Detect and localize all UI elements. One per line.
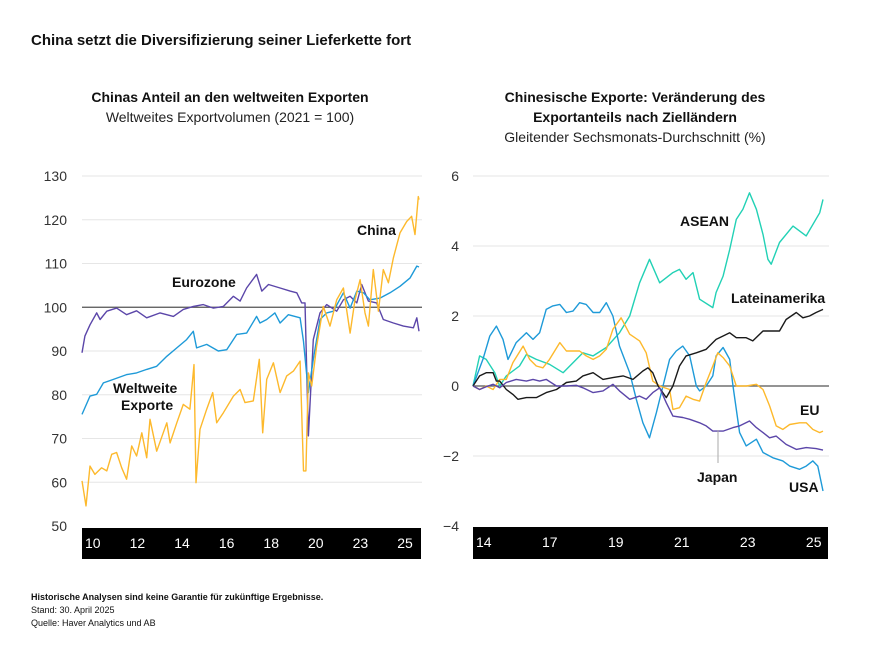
- label-eurozone: Eurozone: [172, 274, 236, 290]
- x-tick-label: 20: [308, 535, 324, 551]
- series-line-japan: [472, 378, 824, 451]
- left-chart-heading: Chinas Anteil an den weltweiten Exporten…: [40, 87, 420, 127]
- y-tick-label: 6: [451, 168, 459, 184]
- y-tick-label: 80: [51, 387, 67, 403]
- x-tick-label: 16: [219, 535, 235, 551]
- y-tick-label: 60: [51, 474, 67, 490]
- main-title: China setzt die Diversifizierung seiner …: [31, 32, 412, 49]
- x-axis-band: [82, 528, 421, 559]
- right-chart-title-line2: Exportanteils nach Zielländern: [533, 109, 737, 125]
- footnote-date: Stand: 30. April 2025: [31, 605, 115, 615]
- y-tick-label: 120: [44, 212, 68, 228]
- label-asean: ASEAN: [680, 213, 729, 229]
- label-weltweite: Weltweite: [113, 380, 178, 396]
- label-eu: EU: [800, 402, 819, 418]
- x-tick-label: 14: [476, 534, 492, 550]
- x-axis-band: [473, 527, 828, 559]
- y-tick-label: 100: [44, 299, 68, 315]
- series-line-usa: [472, 302, 824, 492]
- right-chart-heading: Chinesische Exporte: Veränderung des Exp…: [440, 87, 830, 147]
- x-tick-label: 10: [85, 535, 101, 551]
- x-tick-label: 21: [674, 534, 690, 550]
- series-line-asean: [472, 192, 824, 387]
- series-line-china: [81, 195, 420, 507]
- y-tick-label: 50: [51, 518, 67, 534]
- footnote-source: Quelle: Haver Analytics und AB: [31, 618, 156, 628]
- y-tick-label: 2: [451, 308, 459, 324]
- x-tick-label: 19: [608, 534, 624, 550]
- right-chart-title: Chinesische Exporte: Veränderung des: [504, 89, 766, 105]
- left-chart-subtitle: Weltweites Exportvolumen (2021 = 100): [105, 109, 355, 125]
- y-tick-label: 0: [451, 378, 459, 394]
- label-usa: USA: [789, 479, 819, 495]
- right-chart-subtitle: Gleitender Sechsmonats-Durchschnitt (%): [504, 129, 766, 145]
- right-chart: 6 4 2 0 −2 −4 14 17 19 21 23 25: [443, 168, 829, 559]
- label-japan: Japan: [697, 469, 737, 485]
- x-tick-label: 17: [542, 534, 558, 550]
- y-tick-label: 4: [451, 238, 459, 254]
- y-tick-label: 110: [45, 256, 68, 272]
- label-exporte: Exporte: [121, 397, 173, 413]
- x-tick-label: 25: [806, 534, 822, 550]
- x-tick-label: 18: [263, 535, 279, 551]
- series-line-weltweite-exporte: [81, 265, 420, 415]
- x-tick-label: 23: [740, 534, 756, 550]
- series-line-eu: [472, 317, 824, 434]
- y-tick-label: −2: [443, 448, 459, 464]
- label-lateinamerika: Lateinamerika: [731, 290, 825, 306]
- y-tick-label: 70: [51, 431, 67, 447]
- footnote-disclaimer: Historische Analysen sind keine Garantie…: [31, 592, 324, 602]
- x-tick-label: 25: [397, 535, 413, 551]
- label-china: China: [357, 222, 396, 238]
- x-tick-label: 14: [174, 535, 190, 551]
- x-tick-label: 12: [130, 535, 146, 551]
- y-tick-label: 130: [44, 168, 68, 184]
- y-tick-label: 90: [51, 343, 67, 359]
- left-chart: 130 120 110 100 90 80 70 60 50 10 12 14 16 18 20 23 25: [44, 168, 422, 559]
- left-chart-title: Chinas Anteil an den weltweiten Exporten: [91, 89, 369, 105]
- y-tick-label: −4: [443, 518, 459, 534]
- x-tick-label: 23: [353, 535, 369, 551]
- series-line-lateinamerika: [472, 308, 824, 400]
